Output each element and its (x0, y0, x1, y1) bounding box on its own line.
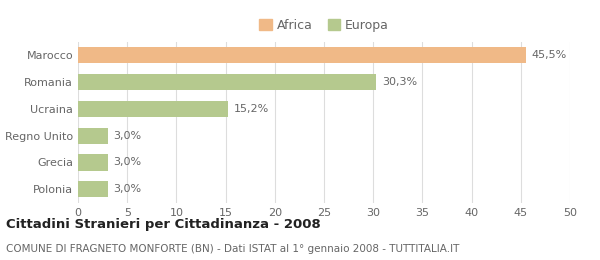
Legend: Africa, Europa: Africa, Europa (259, 19, 389, 32)
Bar (78, 47, 526, 63)
Text: 30,3%: 30,3% (382, 77, 417, 87)
Text: 3,0%: 3,0% (113, 131, 142, 141)
Bar (78, 181, 107, 197)
Bar (78, 154, 107, 171)
Text: 15,2%: 15,2% (233, 104, 269, 114)
Text: COMUNE DI FRAGNETO MONFORTE (BN) - Dati ISTAT al 1° gennaio 2008 - TUTTITALIA.IT: COMUNE DI FRAGNETO MONFORTE (BN) - Dati … (6, 244, 460, 254)
Text: 45,5%: 45,5% (532, 50, 567, 60)
Text: 3,0%: 3,0% (113, 184, 142, 194)
Text: Cittadini Stranieri per Cittadinanza - 2008: Cittadini Stranieri per Cittadinanza - 2… (6, 218, 321, 231)
Bar (78, 128, 107, 144)
Text: 3,0%: 3,0% (113, 158, 142, 167)
Bar (78, 101, 227, 117)
Bar (78, 74, 376, 90)
